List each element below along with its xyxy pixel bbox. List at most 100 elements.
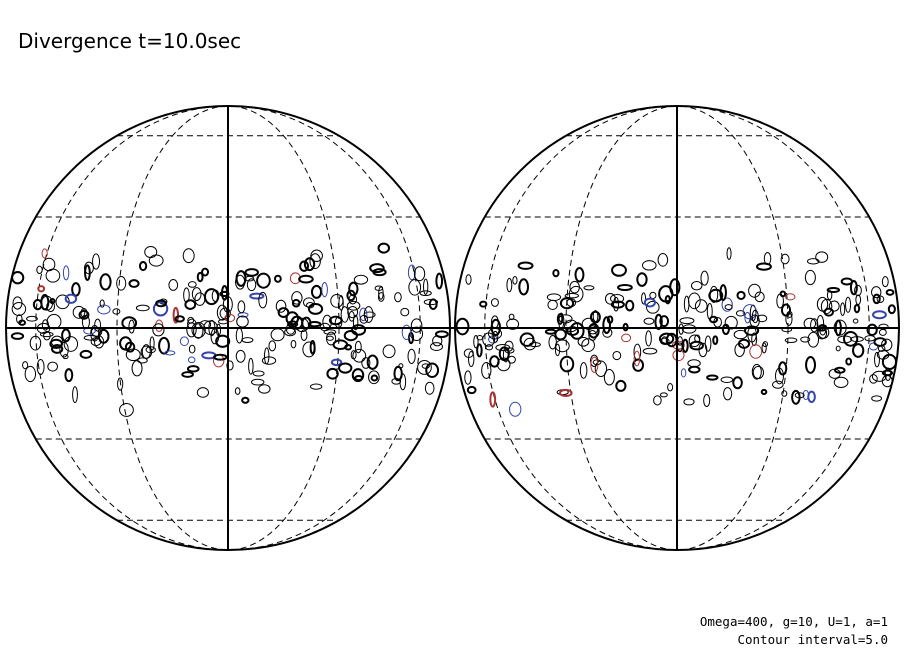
contour (47, 361, 58, 372)
contour (29, 335, 42, 351)
contour (421, 363, 430, 369)
contour (196, 387, 210, 398)
contour (346, 289, 356, 302)
contour (850, 336, 864, 343)
contour (636, 272, 648, 287)
contour (424, 381, 435, 395)
contour (756, 314, 768, 323)
contour (732, 376, 743, 390)
contour (294, 317, 310, 333)
contour (683, 295, 690, 313)
contour (181, 371, 194, 378)
contour (10, 332, 25, 340)
contour (610, 300, 625, 309)
contour (509, 401, 522, 417)
contour (581, 338, 595, 353)
contour (810, 318, 819, 333)
contour (417, 359, 432, 375)
contour (873, 337, 887, 347)
contour (872, 293, 881, 305)
contour (464, 370, 472, 385)
contour (835, 345, 841, 352)
contour (241, 396, 250, 404)
contour (400, 307, 410, 317)
contour (819, 324, 827, 336)
contour (410, 318, 423, 333)
contour (602, 316, 611, 335)
contour (11, 271, 25, 285)
contour (413, 266, 426, 282)
contour (807, 390, 816, 404)
contour (780, 303, 792, 317)
contour (749, 344, 763, 359)
contour (613, 296, 620, 312)
contour (224, 313, 236, 323)
contour (43, 330, 51, 341)
contour (299, 260, 310, 272)
contour (569, 280, 580, 294)
contour (306, 302, 315, 309)
contour (748, 283, 761, 298)
contour (878, 323, 889, 330)
contour (612, 350, 622, 361)
contour (643, 297, 656, 308)
contour (338, 362, 353, 374)
contour (368, 370, 380, 385)
contour (760, 388, 768, 395)
contour (519, 332, 535, 347)
contour (408, 279, 422, 296)
contour (211, 289, 220, 302)
contour (700, 270, 709, 286)
contour (196, 271, 204, 283)
contour (172, 306, 180, 324)
contour (353, 274, 369, 285)
contour (407, 348, 416, 364)
contour (263, 347, 270, 365)
contour (258, 384, 271, 394)
contour (347, 305, 359, 319)
contour (816, 315, 825, 332)
contour (24, 365, 37, 383)
contour (736, 290, 746, 300)
contour (187, 356, 196, 364)
contour (321, 281, 328, 298)
contour (226, 360, 234, 371)
contour (41, 248, 48, 259)
contour (874, 351, 880, 368)
contour (455, 317, 470, 336)
contour (215, 334, 231, 348)
contour (401, 324, 412, 341)
contour (419, 290, 432, 297)
contour (552, 268, 560, 278)
contour (672, 349, 685, 362)
contour (256, 272, 271, 289)
contour (326, 367, 339, 380)
contour (735, 310, 746, 317)
contour (481, 361, 492, 379)
annotation: Contour interval=5.0 (737, 632, 888, 647)
contour (399, 373, 407, 391)
contour (343, 329, 358, 342)
contour (64, 368, 74, 383)
contour (554, 339, 570, 353)
contour (152, 323, 165, 337)
contour (518, 278, 530, 296)
contour (606, 315, 614, 324)
contour (554, 343, 561, 357)
contour (654, 313, 663, 331)
contour (303, 257, 316, 272)
contour (881, 276, 889, 288)
contour (235, 349, 246, 363)
contour (574, 267, 585, 283)
contour (726, 247, 732, 260)
contour (659, 392, 668, 398)
contour (625, 299, 635, 312)
contour (236, 315, 249, 328)
contour (641, 260, 657, 271)
contour (496, 357, 511, 372)
contour (621, 333, 632, 343)
contour (724, 315, 738, 330)
contour (804, 269, 816, 286)
contour (590, 356, 599, 373)
contour (489, 391, 497, 408)
